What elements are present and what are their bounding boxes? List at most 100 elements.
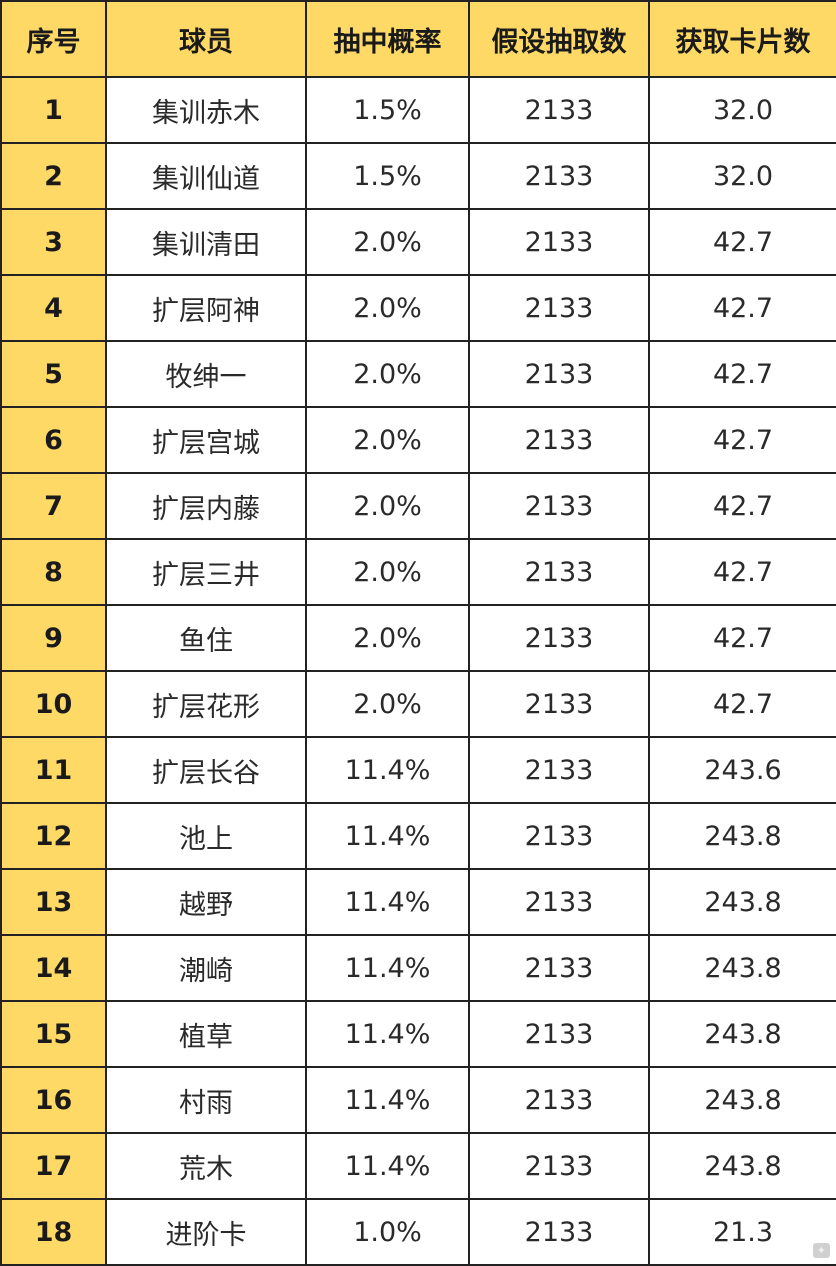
probability-cell: 11.4%: [305, 1066, 470, 1134]
assumed-draws-cell: 2133: [468, 208, 650, 276]
table-row: 16 村雨 11.4% 2133 243.8: [0, 1066, 836, 1134]
player-cell: 村雨: [105, 1066, 307, 1134]
table-row: 12 池上 11.4% 2133 243.8: [0, 802, 836, 870]
assumed-draws-cell: 2133: [468, 142, 650, 210]
player-cell: 荒木: [105, 1132, 307, 1200]
assumed-draws-cell: 2133: [468, 340, 650, 408]
probability-cell: 11.4%: [305, 868, 470, 936]
index-cell: 5: [0, 340, 107, 408]
cards-obtained-cell: 243.8: [648, 1066, 836, 1134]
cards-obtained-cell: 42.7: [648, 670, 836, 738]
assumed-draws-cell: 2133: [468, 538, 650, 606]
table-row: 2 集训仙道 1.5% 2133 32.0: [0, 142, 836, 210]
cards-obtained-cell: 42.7: [648, 472, 836, 540]
probability-cell: 1.5%: [305, 142, 470, 210]
probability-cell: 11.4%: [305, 1000, 470, 1068]
table-row: 4 扩层阿神 2.0% 2133 42.7: [0, 274, 836, 342]
probability-cell: 11.4%: [305, 1132, 470, 1200]
table-row: 11 扩层长谷 11.4% 2133 243.6: [0, 736, 836, 804]
cards-obtained-cell: 21.3: [648, 1198, 836, 1266]
header-assumed-draws: 假设抽取数: [468, 0, 650, 78]
header-row: 序号 球员 抽中概率 假设抽取数 获取卡片数: [0, 0, 836, 78]
index-cell: 9: [0, 604, 107, 672]
probability-cell: 11.4%: [305, 736, 470, 804]
assumed-draws-cell: 2133: [468, 604, 650, 672]
probability-cell: 2.0%: [305, 670, 470, 738]
cards-obtained-cell: 32.0: [648, 142, 836, 210]
player-cell: 扩层三井: [105, 538, 307, 606]
table-row: 1 集训赤木 1.5% 2133 32.0: [0, 76, 836, 144]
table-row: 5 牧绅一 2.0% 2133 42.7: [0, 340, 836, 408]
index-cell: 11: [0, 736, 107, 804]
index-cell: 12: [0, 802, 107, 870]
player-cell: 植草: [105, 1000, 307, 1068]
player-cell: 越野: [105, 868, 307, 936]
assumed-draws-cell: 2133: [468, 472, 650, 540]
probability-cell: 2.0%: [305, 406, 470, 474]
index-cell: 6: [0, 406, 107, 474]
table-body: 1 集训赤木 1.5% 2133 32.0 2 集训仙道 1.5% 2133 32.0 3 集训清田 2…: [0, 76, 836, 1266]
assumed-draws-cell: 2133: [468, 1066, 650, 1134]
table-row: 17 荒木 11.4% 2133 243.8: [0, 1132, 836, 1200]
index-cell: 10: [0, 670, 107, 738]
index-cell: 7: [0, 472, 107, 540]
table-row: 15 植草 11.4% 2133 243.8: [0, 1000, 836, 1068]
probability-cell: 1.5%: [305, 76, 470, 144]
watermark: ✦: [812, 1243, 830, 1258]
player-cell: 扩层阿神: [105, 274, 307, 342]
index-cell: 15: [0, 1000, 107, 1068]
cards-obtained-cell: 42.7: [648, 274, 836, 342]
header-probability: 抽中概率: [305, 0, 470, 78]
index-cell: 18: [0, 1198, 107, 1266]
probability-cell: 1.0%: [305, 1198, 470, 1266]
assumed-draws-cell: 2133: [468, 274, 650, 342]
cards-obtained-cell: 32.0: [648, 76, 836, 144]
cards-obtained-cell: 243.8: [648, 868, 836, 936]
probability-cell: 11.4%: [305, 802, 470, 870]
table-row: 18 进阶卡 1.0% 2133 21.3: [0, 1198, 836, 1266]
assumed-draws-cell: 2133: [468, 406, 650, 474]
probability-cell: 2.0%: [305, 340, 470, 408]
cards-obtained-cell: 243.8: [648, 802, 836, 870]
cards-obtained-cell: 243.8: [648, 1000, 836, 1068]
table-row: 10 扩层花形 2.0% 2133 42.7: [0, 670, 836, 738]
cards-obtained-cell: 243.8: [648, 934, 836, 1002]
table-row: 14 潮崎 11.4% 2133 243.8: [0, 934, 836, 1002]
index-cell: 3: [0, 208, 107, 276]
player-cell: 集训清田: [105, 208, 307, 276]
assumed-draws-cell: 2133: [468, 1000, 650, 1068]
probability-cell: 2.0%: [305, 274, 470, 342]
player-cell: 集训仙道: [105, 142, 307, 210]
player-cell: 集训赤木: [105, 76, 307, 144]
cards-obtained-cell: 42.7: [648, 604, 836, 672]
assumed-draws-cell: 2133: [468, 736, 650, 804]
cards-obtained-cell: 42.7: [648, 538, 836, 606]
cards-obtained-cell: 42.7: [648, 340, 836, 408]
player-cell: 扩层花形: [105, 670, 307, 738]
cards-obtained-cell: 243.8: [648, 1132, 836, 1200]
assumed-draws-cell: 2133: [468, 868, 650, 936]
index-cell: 14: [0, 934, 107, 1002]
assumed-draws-cell: 2133: [468, 76, 650, 144]
index-cell: 8: [0, 538, 107, 606]
index-cell: 4: [0, 274, 107, 342]
probability-cell: 2.0%: [305, 538, 470, 606]
cards-obtained-cell: 42.7: [648, 406, 836, 474]
player-cell: 牧绅一: [105, 340, 307, 408]
table-row: 3 集训清田 2.0% 2133 42.7: [0, 208, 836, 276]
index-cell: 13: [0, 868, 107, 936]
header-index: 序号: [0, 0, 107, 78]
table-row: 6 扩层宫城 2.0% 2133 42.7: [0, 406, 836, 474]
probability-cell: 2.0%: [305, 604, 470, 672]
probability-cell: 2.0%: [305, 208, 470, 276]
player-cell: 池上: [105, 802, 307, 870]
probability-cell: 2.0%: [305, 472, 470, 540]
assumed-draws-cell: 2133: [468, 934, 650, 1002]
player-cell: 进阶卡: [105, 1198, 307, 1266]
table-row: 7 扩层内藤 2.0% 2133 42.7: [0, 472, 836, 540]
assumed-draws-cell: 2133: [468, 1132, 650, 1200]
header-player: 球员: [105, 0, 307, 78]
assumed-draws-cell: 2133: [468, 1198, 650, 1266]
index-cell: 2: [0, 142, 107, 210]
